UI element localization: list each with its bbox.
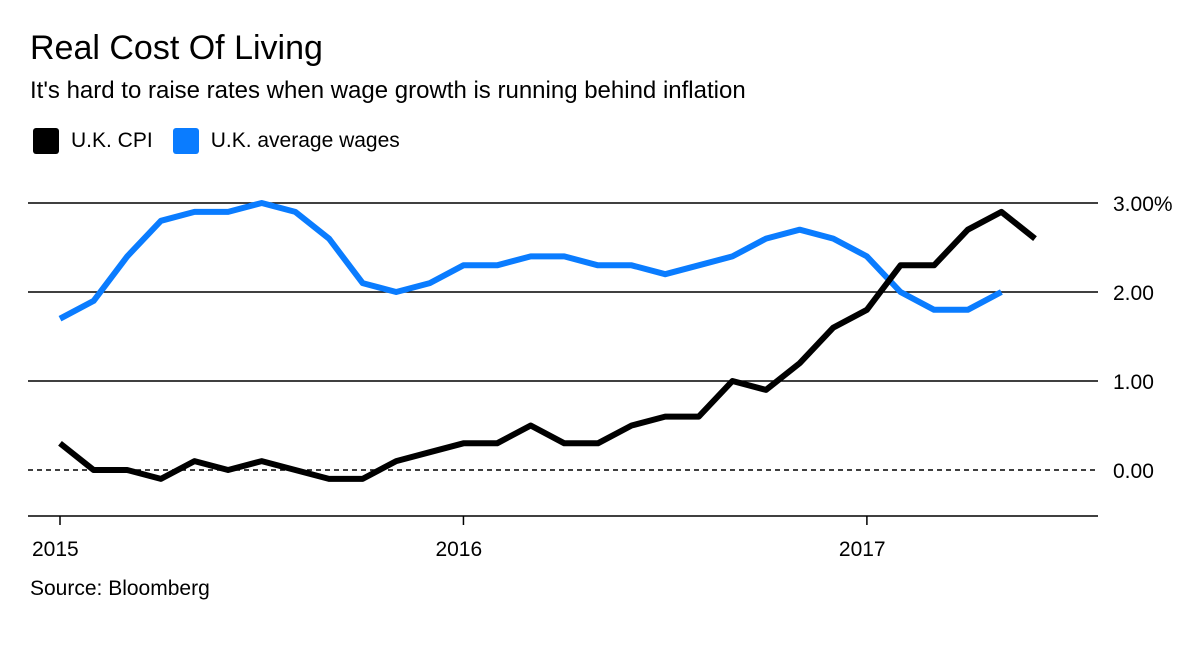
x-tick-label: 2017 xyxy=(839,538,886,561)
chart-subtitle: It's hard to raise rates when wage growt… xyxy=(30,77,746,104)
chart-title: Real Cost Of Living xyxy=(30,29,323,67)
source-note: Source: Bloomberg xyxy=(30,577,210,600)
y-tick-label: 1.00 xyxy=(1113,371,1154,394)
legend-item-wages: U.K. average wages xyxy=(172,128,400,154)
y-tick-label: 2.00 xyxy=(1113,282,1154,305)
series-line-cpi xyxy=(58,208,1037,482)
y-tick-label: 3.00% xyxy=(1113,193,1173,216)
legend: U.K. CPI U.K. average wages xyxy=(33,128,420,154)
legend-swatch-wages xyxy=(172,128,199,154)
series-line-wages xyxy=(58,200,1003,322)
legend-label-cpi: U.K. CPI xyxy=(71,129,153,152)
x-tick-label: 2015 xyxy=(32,538,79,561)
legend-item-cpi: U.K. CPI xyxy=(33,128,153,154)
y-tick-label: 0.00 xyxy=(1113,460,1154,483)
x-tick-label: 2016 xyxy=(435,538,482,561)
legend-swatch-cpi xyxy=(33,128,59,154)
legend-label-wages: U.K. average wages xyxy=(210,129,400,152)
